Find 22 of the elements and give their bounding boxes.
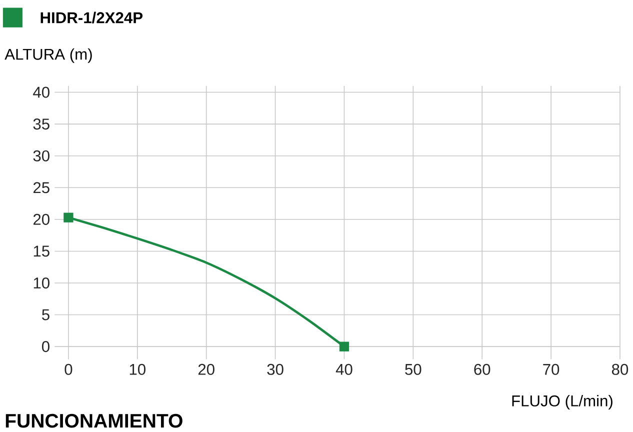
y-tick-label: 0 (42, 341, 50, 352)
y-tick-label: 20 (33, 214, 50, 225)
x-tick-label: 20 (198, 364, 214, 375)
x-axis-title: FLUJO (L/min) (512, 394, 612, 410)
y-tick-label: 25 (33, 182, 50, 194)
legend-label: HIDR-1/2X24P (40, 12, 143, 24)
x-tick-label: 50 (405, 364, 422, 375)
y-axis-title: ALTURA (m) (4, 48, 92, 63)
x-tick-label: 80 (612, 364, 628, 375)
y-tick-label: 40 (33, 86, 50, 98)
x-tick-label: 30 (267, 364, 284, 375)
y-tick-label: 35 (33, 118, 50, 130)
text: FUNCIONAMIENTO (6, 414, 182, 428)
y-tick-label: 5 (42, 309, 50, 320)
x-tick-label: 40 (336, 364, 352, 375)
x-tick-label: 70 (543, 364, 560, 375)
x-tick-label: 10 (130, 364, 146, 375)
y-tick-label: 30 (33, 150, 50, 162)
y-tick-label: 10 (34, 277, 50, 288)
x-tick-label: 60 (474, 364, 490, 375)
y-tick-label: 15 (34, 246, 50, 257)
x-tick-label: 0 (64, 364, 72, 375)
